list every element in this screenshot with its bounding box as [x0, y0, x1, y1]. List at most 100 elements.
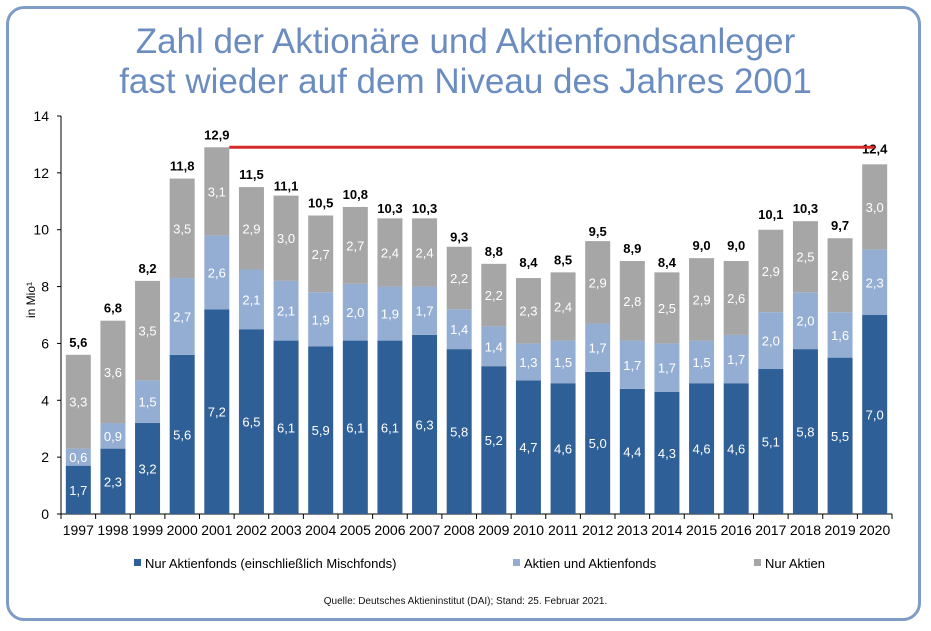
x-tick-label: 2012: [582, 522, 613, 538]
bar-total-label: 9,5: [589, 224, 607, 239]
bar-segment: [481, 366, 507, 514]
bar-segment: [758, 369, 784, 514]
bar-segment-label: 6,1: [346, 420, 364, 435]
bar-total-label: 9,7: [831, 218, 849, 233]
bar-segment: [100, 320, 126, 424]
bar-segment: [619, 340, 645, 389]
bar-segment-label: 0,9: [104, 429, 122, 444]
bar-segment: [550, 272, 576, 341]
bar-segment: [342, 340, 368, 514]
bar-segment-label: 7,0: [866, 408, 884, 423]
bar-segment: [412, 286, 438, 335]
bar-segment-label: 2,1: [242, 292, 260, 307]
source-note: Quelle: Deutsches Aktieninstitut (DAI); …: [323, 596, 608, 607]
y-tick-label: 0: [41, 506, 49, 522]
bar-segment-label: 7,2: [208, 405, 226, 420]
bar-segment: [100, 448, 126, 514]
bar-segment: [204, 147, 230, 236]
bar-segment: [169, 354, 195, 514]
bar-segment-label: 1,7: [623, 358, 641, 373]
bar-segment-label: 1,4: [485, 339, 503, 354]
bar-segment: [204, 235, 230, 310]
bar-segment-label: 4,6: [554, 442, 572, 457]
bar-segment-label: 2,1: [277, 304, 295, 319]
bar-segment: [377, 218, 403, 287]
bar-segment-label: 1,5: [554, 355, 572, 370]
bar-segment-label: 3,0: [866, 200, 884, 215]
x-tick-label: 2009: [478, 522, 509, 538]
bar-segment-label: 6,1: [381, 420, 399, 435]
bar-segment-label: 2,7: [346, 238, 364, 253]
bar-segment: [342, 283, 368, 341]
bar-segment-label: 2,3: [104, 474, 122, 489]
x-tick-label: 2014: [651, 522, 682, 538]
bar-segment: [827, 357, 853, 514]
x-tick-label: 1997: [63, 522, 94, 538]
bar-total-label: 9,3: [450, 230, 468, 245]
bar-segment-label: 2,9: [762, 264, 780, 279]
bar-segment-label: 2,2: [485, 288, 503, 303]
bar-segment-label: 2,6: [208, 265, 226, 280]
legend-label: Nur Aktienfonds (einschließlich Mischfon…: [145, 556, 396, 571]
bar-segment: [654, 343, 680, 392]
bar-total-label: 9,0: [727, 238, 745, 253]
bar-segment-label: 1,5: [693, 355, 711, 370]
bar-segment: [689, 258, 715, 341]
x-tick-label: 2020: [859, 522, 890, 538]
bar-segment: [273, 340, 299, 514]
bar-segment-label: 4,6: [727, 442, 745, 457]
bar-total-label: 8,9: [623, 241, 641, 256]
bar-segment-label: 1,7: [416, 304, 434, 319]
x-tick-label: 2019: [824, 522, 855, 538]
bar-total-label: 12,4: [862, 141, 888, 156]
bar-segment-label: 1,6: [831, 328, 849, 343]
bar-segment: [619, 388, 645, 514]
x-tick-label: 2000: [167, 522, 198, 538]
legend-label: Aktien und Aktienfonds: [524, 556, 657, 571]
bar-segment-label: 4,7: [519, 440, 537, 455]
bar-segment: [308, 292, 334, 347]
bar-segment-label: 1,9: [312, 312, 330, 327]
bar-segment: [827, 312, 853, 358]
bar-segment: [723, 383, 749, 514]
bar-segment-label: 3,0: [277, 231, 295, 246]
bar-segment: [654, 391, 680, 514]
bar-segment: [238, 329, 264, 514]
bar-total-label: 10,1: [758, 207, 783, 222]
y-tick-label: 8: [41, 279, 49, 295]
bar-total-label: 10,3: [377, 201, 402, 216]
bar-segment: [723, 334, 749, 384]
bar-segment-label: 2,4: [381, 245, 399, 260]
bar-segment-label: 5,1: [762, 435, 780, 450]
bar-segment: [65, 354, 91, 449]
bar-segment-label: 2,3: [866, 275, 884, 290]
bar-segment-label: 3,2: [139, 462, 157, 477]
bar-segment: [792, 349, 818, 514]
bar-total-label: 6,8: [104, 301, 122, 316]
x-tick-label: 2010: [513, 522, 544, 538]
bar-segment-label: 4,4: [623, 444, 641, 459]
bar-segment-label: 6,5: [242, 415, 260, 430]
legend-swatch: [754, 559, 761, 566]
bar-segment: [481, 326, 507, 367]
x-tick-label: 2003: [270, 522, 301, 538]
bar-segment: [585, 241, 611, 324]
legend-label: Nur Aktien: [765, 556, 825, 571]
bar-segment-label: 3,3: [69, 395, 87, 410]
bar-segment: [792, 221, 818, 293]
bar-segment: [862, 249, 888, 315]
bar-segment-label: 1,7: [658, 361, 676, 376]
bar-segment-label: 6,1: [277, 420, 295, 435]
bar-segment-label: 3,5: [173, 221, 191, 236]
bar-segment-label: 2,4: [416, 245, 434, 260]
bar-segment: [862, 164, 888, 250]
bar-segment: [862, 315, 888, 514]
bar-segment: [273, 280, 299, 341]
x-tick-label: 1998: [97, 522, 128, 538]
bar-segment-label: 5,5: [831, 429, 849, 444]
bar-segment: [619, 260, 645, 341]
bar-segment-label: 3,5: [139, 324, 157, 339]
bar-segment-label: 2,9: [242, 221, 260, 236]
x-tick-label: 2005: [340, 522, 371, 538]
bar-segment: [585, 323, 611, 372]
